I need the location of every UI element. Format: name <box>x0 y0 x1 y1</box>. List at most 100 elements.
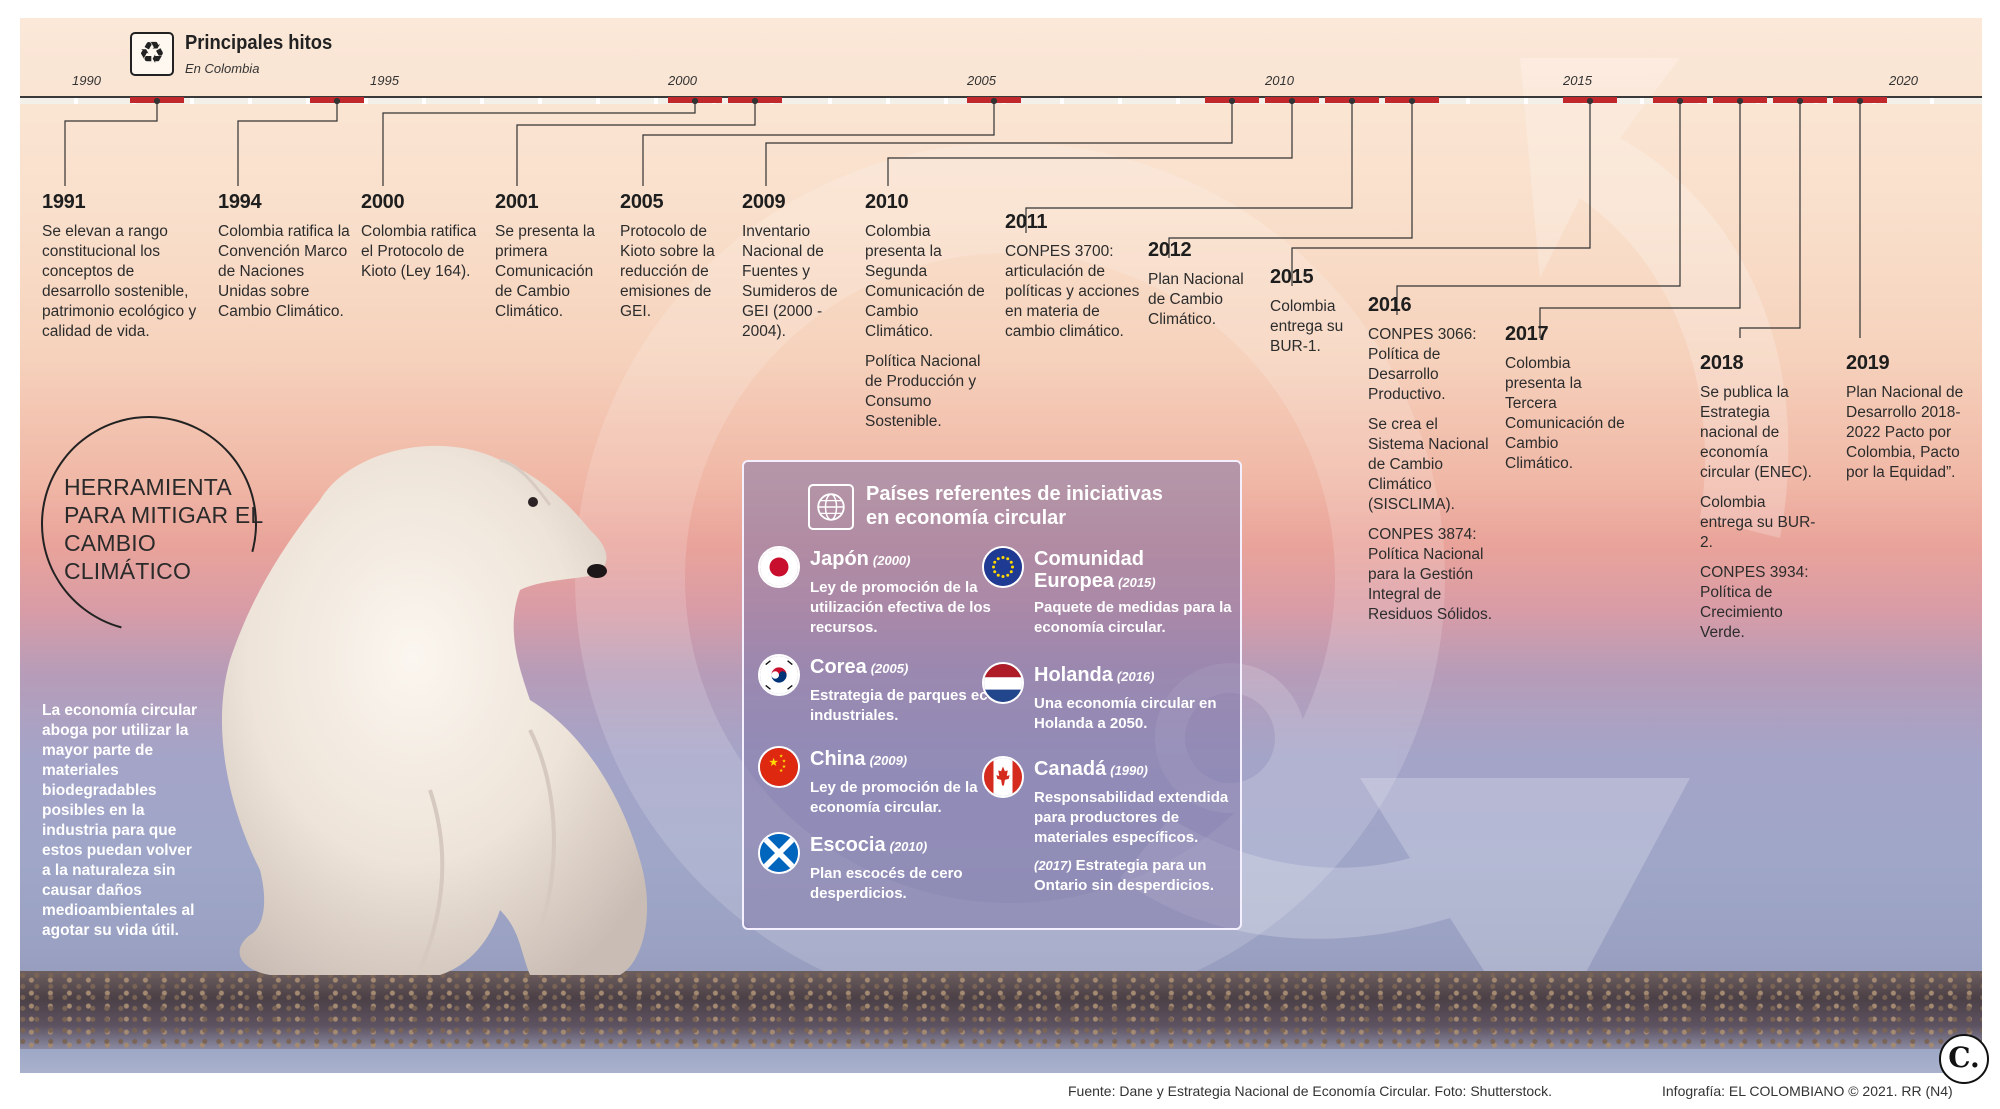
reference-countries-panel: Países referentes de iniciativas en econ… <box>742 460 1242 930</box>
milestone-desc: Colombia presenta la Segunda Comunicació… <box>865 223 985 340</box>
header-title: Principales hitos <box>185 32 333 54</box>
timeline-marker <box>310 97 364 103</box>
milestone-year: 2011 <box>1005 211 1048 233</box>
country-year: (2005) <box>870 661 909 676</box>
milestone-2009: 2009 Inventario Nacional de Fuentes y Su… <box>742 191 857 342</box>
milestone-2016: 2016 CONPES 3066: Política de Desarrollo… <box>1368 294 1498 625</box>
milestone-year: 2005 <box>620 191 664 213</box>
timeline-marker <box>1713 97 1767 103</box>
country-name: Holanda (2016) <box>1034 664 1154 687</box>
milestone-desc: Protocolo de Kioto sobre la reducción de… <box>620 223 715 320</box>
country-year: (2010) <box>889 839 928 854</box>
milestone-year: 2017 <box>1505 323 1549 345</box>
country-name: China (2009) <box>810 748 907 771</box>
country-name-text: China <box>810 748 866 770</box>
milestone-year: 2010 <box>865 191 909 213</box>
axis-year-label: 1995 <box>370 73 399 88</box>
milestone-desc: CONPES 3066: Política de Desarrollo Prod… <box>1368 326 1477 403</box>
country-year: (2015) <box>1118 575 1156 590</box>
milestone-desc: Se crea el Sistema Nacional de Cambio Cl… <box>1368 416 1489 513</box>
milestone-year: 2012 <box>1148 239 1192 261</box>
milestone-2018: 2018 Se publica la Estrategia nacional d… <box>1700 352 1820 643</box>
milestone-desc: Plan Nacional de Cambio Climático. <box>1148 271 1244 328</box>
milestone-2019: 2019 Plan Nacional de Desarrollo 2018-20… <box>1846 352 1971 483</box>
milestone-year: 2000 <box>361 191 405 213</box>
water-strip <box>20 1049 1982 1073</box>
timeline-marker <box>1773 97 1827 103</box>
country-desc: Ley de promoción de la utilización efect… <box>810 579 991 636</box>
korea-flag-icon <box>758 654 800 696</box>
infographic-canvas: ♻ Principales hitos En Colombia 1990 199… <box>20 18 1982 1073</box>
country-china: ★ ★ ★ ★ ★ China (2009) Ley de promoción de l… <box>758 746 993 826</box>
milestone-2010: 2010 Colombia presenta la Segunda Comuni… <box>865 191 990 432</box>
timeline-marker <box>1833 97 1887 103</box>
timeline-marker <box>1653 97 1707 103</box>
tool-title: HERRAMIENTA PARA MITIGAR EL CAMBIO CLIMÁ… <box>64 474 263 584</box>
beach-strip <box>20 971 1982 1049</box>
country-name-text: Holanda <box>1034 664 1113 686</box>
milestone-year: 2015 <box>1270 266 1314 288</box>
milestone-2000: 2000 Colombia ratifica el Protocolo de K… <box>361 191 486 282</box>
country-name-text: Japón <box>810 548 869 570</box>
country-name-text: Comunidad Europea <box>1034 548 1144 592</box>
circular-economy-note: La economía circular aboga por utilizar … <box>42 702 198 939</box>
country-desc: Paquete de medidas para la economía circ… <box>1034 599 1232 636</box>
milestone-year: 1991 <box>42 191 86 213</box>
country-desc: Responsabilidad extendida para productor… <box>1034 789 1229 846</box>
svg-text:★: ★ <box>782 758 786 764</box>
country-desc: Una economía circular en Holanda a 2050. <box>1034 695 1217 732</box>
country-year: (2009) <box>869 753 908 768</box>
country-canada: Canadá (1990) Responsabilidad extendida p… <box>982 756 1228 906</box>
milestone-2011: 2011 CONPES 3700: articulación de políti… <box>1005 211 1140 342</box>
milestone-desc: Colombia presenta la Tercera Comunicació… <box>1505 355 1625 472</box>
timeline-marker <box>1385 97 1439 103</box>
milestone-desc: Política Nacional de Producción y Consum… <box>865 353 981 430</box>
country-netherlands: Holanda (2016) Una economía circular en H… <box>982 662 1217 742</box>
axis-year-label: 2010 <box>1265 73 1294 88</box>
milestone-desc: CONPES 3700: articulación de políticas y… <box>1005 243 1140 340</box>
country-name-text: Canadá <box>1034 758 1107 780</box>
country-desc-year: (2017) <box>1034 858 1072 873</box>
milestone-desc: CONPES 3874: Política Nacional para la G… <box>1368 526 1493 623</box>
header-subtitle: En Colombia <box>185 61 260 76</box>
polar-bear-photo <box>221 445 648 975</box>
country-desc-text: Estrategia para un Ontario sin desperdic… <box>1034 857 1215 894</box>
milestone-desc: Colombia entrega su BUR-2. <box>1700 494 1816 551</box>
milestone-desc: Se publica la Estrategia nacional de eco… <box>1700 384 1812 481</box>
netherlands-flag-icon <box>982 662 1024 704</box>
timeline-marker <box>1205 97 1259 103</box>
scotland-flag-icon <box>758 832 800 874</box>
milestone-year: 2019 <box>1846 352 1890 374</box>
country-name: Japón (2000) <box>810 548 910 571</box>
axis-year-label: 2015 <box>1563 73 1592 88</box>
milestone-desc: Colombia ratifica el Protocolo de Kioto … <box>361 223 477 280</box>
milestone-year: 2018 <box>1700 352 1744 374</box>
country-korea: Corea (2005) Estrategia de parques eco-in… <box>758 654 1002 734</box>
milestone-desc: Colombia ratifica la Convención Marco de… <box>218 223 350 320</box>
country-name-text: Escocia <box>810 834 886 856</box>
milestone-1994: 1994 Colombia ratifica la Convención Mar… <box>218 191 353 322</box>
svg-text:★: ★ <box>779 768 783 774</box>
canada-flag-icon <box>982 756 1024 798</box>
timeline-marker <box>668 97 722 103</box>
axis-year-label: 2000 <box>668 73 697 88</box>
eu-flag-icon <box>982 546 1024 588</box>
milestone-2017: 2017 Colombia presenta la Tercera Comuni… <box>1505 323 1625 474</box>
country-japan: Japón (2000) Ley de promoción de la utili… <box>758 546 993 646</box>
country-name: Canadá (1990) <box>1034 758 1148 781</box>
japan-flag-icon <box>758 546 800 588</box>
svg-text:★: ★ <box>782 764 786 770</box>
footer-credit: Infografía: EL COLOMBIANO © 2021. RR (N4… <box>1662 1083 1953 1099</box>
svg-text:★: ★ <box>769 757 779 769</box>
milestone-desc: Inventario Nacional de Fuentes y Sumider… <box>742 223 838 340</box>
globe-icon <box>808 484 854 530</box>
timeline-marker <box>728 97 782 103</box>
country-year: (2000) <box>872 553 911 568</box>
footer-source: Fuente: Dane y Estrategia Nacional de Ec… <box>1068 1083 1553 1099</box>
country-name: Escocia (2010) <box>810 834 927 857</box>
axis-year-label: 2020 <box>1889 73 1918 88</box>
country-desc-second: (2017) Estrategia para un Ontario sin des… <box>1034 856 1249 896</box>
country-name: Comunidad Europea (2015) <box>1034 548 1214 594</box>
milestone-desc: CONPES 3934: Política de Crecimiento Ver… <box>1700 564 1809 641</box>
timeline-marker <box>1563 97 1617 103</box>
